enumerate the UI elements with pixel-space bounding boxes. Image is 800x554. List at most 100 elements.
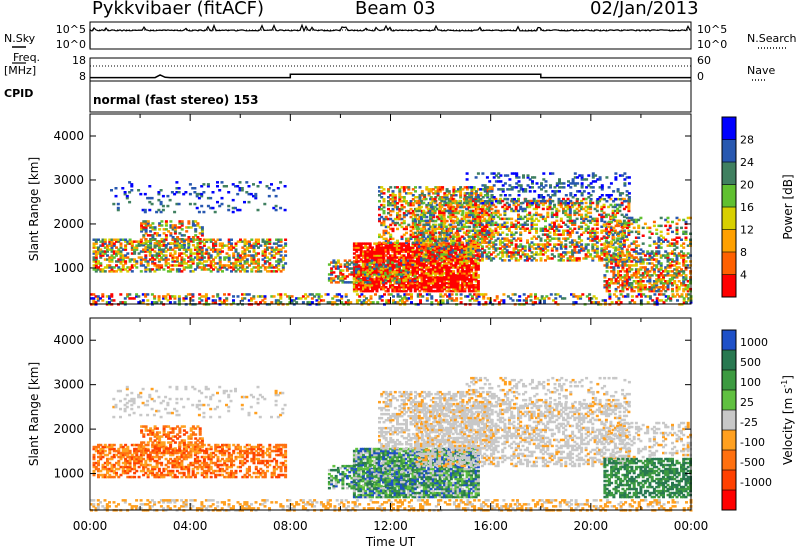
power-cell <box>501 245 505 248</box>
power-cell <box>465 266 469 269</box>
power-cell <box>443 266 447 269</box>
power-cell <box>110 268 114 271</box>
power-cell <box>257 246 260 249</box>
power-cell <box>362 287 365 291</box>
power-cell <box>607 289 611 293</box>
power-cell <box>673 280 677 283</box>
power-cell <box>173 242 177 245</box>
power-cell <box>622 215 626 219</box>
power-cell <box>440 287 444 291</box>
power-cell <box>115 238 118 241</box>
power-cell <box>630 282 634 285</box>
power-cell <box>622 229 626 232</box>
power-cell <box>386 268 390 271</box>
power-cell <box>519 257 523 260</box>
power-cell <box>434 186 438 189</box>
power-cell <box>514 225 518 228</box>
power-cell <box>431 266 435 269</box>
power-cell <box>144 232 148 235</box>
power-cell <box>440 223 444 226</box>
power-cell <box>593 207 597 211</box>
power-cell <box>170 191 174 194</box>
power-cell <box>443 272 447 275</box>
power-cell <box>99 244 103 247</box>
power-cell <box>443 260 447 263</box>
power-cell <box>445 196 449 199</box>
power-cell <box>218 189 222 192</box>
power-cell <box>142 244 146 247</box>
power-cell <box>474 250 478 253</box>
power-cell <box>462 205 466 209</box>
power-cell <box>263 268 267 271</box>
power-cell <box>637 284 641 287</box>
power-cell <box>153 270 157 273</box>
power-cell <box>477 198 481 201</box>
power-cell <box>546 194 550 197</box>
power-cell <box>460 243 464 246</box>
power-cell <box>481 203 485 207</box>
power-cell <box>155 256 159 259</box>
power-cell <box>151 256 155 259</box>
power-cell <box>458 289 462 293</box>
power-cell <box>630 286 634 289</box>
power-cell <box>458 199 462 203</box>
power-cell <box>564 223 568 226</box>
power-cell <box>411 225 415 229</box>
power-cell <box>610 270 614 273</box>
power-cell <box>442 213 446 217</box>
power-cell <box>200 234 204 237</box>
power-cell <box>474 197 478 201</box>
power-cell <box>357 254 361 257</box>
power-cell <box>142 242 146 245</box>
power-cell <box>589 211 593 215</box>
power-cell <box>646 272 650 275</box>
power-cell <box>359 284 363 287</box>
power-cell <box>433 255 437 258</box>
power-cell <box>682 289 686 293</box>
power-cell <box>637 280 641 283</box>
power-cell <box>488 190 492 193</box>
power-cell <box>531 182 534 185</box>
power-cell <box>416 280 419 283</box>
power-cell <box>596 178 600 181</box>
power-cell <box>169 246 173 249</box>
power-cell <box>517 194 521 197</box>
power-cell <box>571 243 575 246</box>
freq-unit-label: [MHz] <box>4 64 37 77</box>
power-cell <box>422 257 426 260</box>
power-cell <box>564 229 568 232</box>
nave-label: Nave <box>747 64 776 77</box>
power-cell <box>411 198 415 201</box>
power-cell <box>178 220 182 223</box>
power-cell <box>451 249 455 252</box>
power-cell <box>407 280 410 283</box>
power-cell <box>555 182 559 185</box>
power-cell <box>418 282 422 285</box>
power-cell <box>559 247 563 250</box>
power-cell <box>206 196 210 200</box>
power-cell <box>476 257 480 260</box>
power-cell <box>562 259 565 262</box>
power-cell <box>469 249 473 252</box>
power-cell <box>568 257 572 260</box>
power-cell <box>621 192 625 195</box>
power-cell <box>530 227 534 230</box>
power-cell <box>627 176 631 179</box>
power-cell <box>648 256 652 259</box>
power-cell <box>492 257 496 260</box>
power-cell <box>243 270 247 273</box>
power-cell <box>452 188 456 191</box>
power-cell <box>567 202 570 205</box>
power-cell <box>553 243 556 246</box>
power-cell <box>549 202 552 205</box>
power-cell <box>441 237 445 241</box>
power-cell <box>639 289 643 293</box>
power-cell <box>411 223 415 227</box>
power-cell <box>639 258 643 261</box>
power-cell <box>519 223 523 226</box>
power-cell <box>501 241 505 244</box>
power-cell <box>460 253 464 256</box>
power-cell <box>476 235 480 238</box>
power-cell <box>528 213 532 217</box>
power-cell <box>173 246 177 249</box>
